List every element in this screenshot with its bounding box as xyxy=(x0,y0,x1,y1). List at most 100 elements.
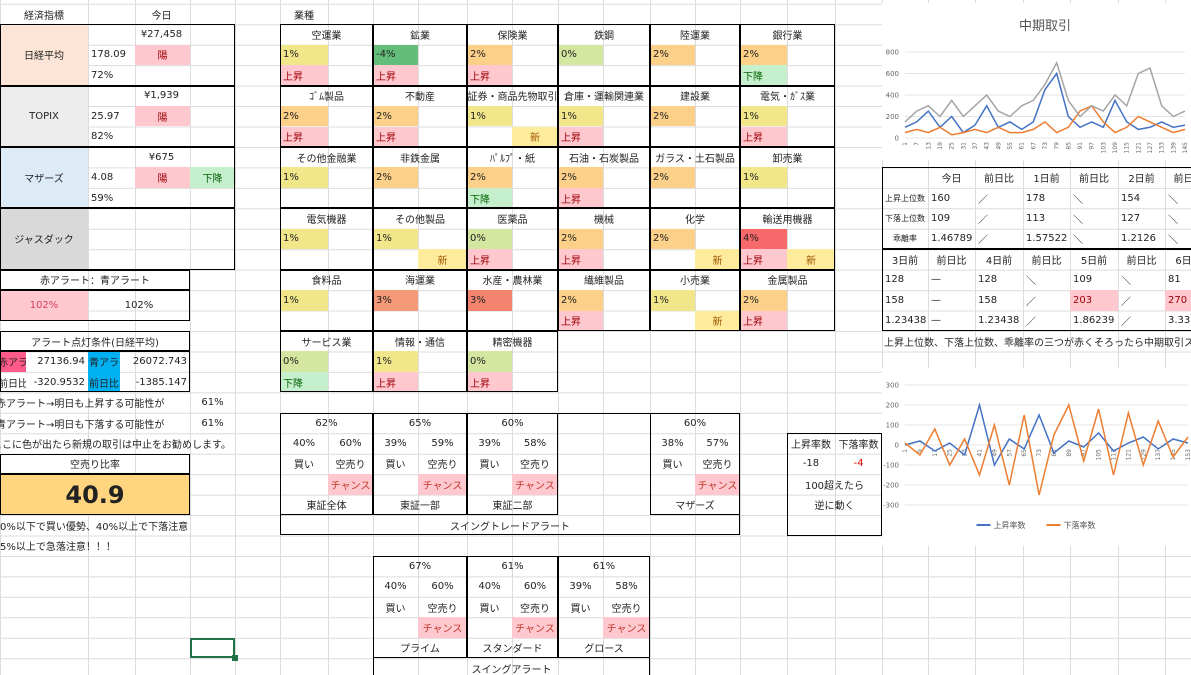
sector-status: 上昇 xyxy=(558,187,603,209)
sector-value: 1% xyxy=(650,290,695,311)
sector-new: 新 xyxy=(787,249,835,270)
sector-status: 上昇 xyxy=(740,249,787,270)
table-header: 今日 xyxy=(941,174,962,186)
alert-ratio-title: 赤アラート：青アラート xyxy=(40,276,150,288)
index-change: 25.97 xyxy=(91,110,120,122)
alert-title: スイングアラート xyxy=(471,664,552,675)
row-label: 下落上位数 xyxy=(885,214,925,224)
table-header: 前日比 xyxy=(1031,255,1062,267)
group-sell: 60% xyxy=(523,581,547,593)
sector-new: 新 xyxy=(512,126,558,147)
sector-value: 2% xyxy=(650,167,695,188)
sector-name: 機械 xyxy=(594,215,614,227)
red-change: -320.9532 xyxy=(33,376,85,388)
sector-value: 2% xyxy=(467,167,512,188)
group-sell-label: 空売り xyxy=(702,460,733,472)
sector-status: 上昇 xyxy=(558,126,603,147)
table-cell: 128 xyxy=(885,274,905,286)
sector-status: 上昇 xyxy=(558,249,603,270)
table-cell: ＼ xyxy=(1073,194,1083,206)
sector-status: 上昇 xyxy=(740,310,787,331)
red-change-label: 前日比 xyxy=(0,378,26,390)
table-cell: ／ xyxy=(1121,317,1131,329)
table-cell: ＼ xyxy=(1073,215,1083,227)
sector-name: 倉庫・運輸関連業 xyxy=(564,92,644,104)
sector-value: 2% xyxy=(740,290,787,311)
rates-down: -4 xyxy=(853,458,864,470)
sector-value: 1% xyxy=(373,351,418,372)
table-header: 2日前 xyxy=(1128,174,1155,186)
sector-status: 上昇 xyxy=(373,126,418,147)
group-total: 61% xyxy=(592,560,616,572)
sector-value: 0% xyxy=(558,44,603,66)
group-buy: 39% xyxy=(478,437,501,449)
header: 経済指標 xyxy=(24,10,64,22)
alert-ratio-blue: 102% xyxy=(124,299,154,311)
short-value: 40.9 xyxy=(0,474,190,516)
group-total: 65% xyxy=(408,417,432,429)
group-name: 東証二部 xyxy=(492,501,533,513)
index-candle: 陽 xyxy=(135,167,190,188)
short-note: 5%以上で急落注意！！！ xyxy=(0,542,116,554)
table-cell: ＼ xyxy=(1073,235,1083,247)
index-candle: 陽 xyxy=(135,44,190,66)
sector-status: 下降 xyxy=(740,65,787,86)
sector-value: 2% xyxy=(650,106,695,127)
sector-value: 2% xyxy=(373,167,418,188)
table-cell: ／ xyxy=(1026,296,1036,308)
table-cell: 128 xyxy=(978,274,998,286)
group-name: プライム xyxy=(400,644,440,656)
probability-text: 赤アラート→明日も上昇する可能性が xyxy=(0,399,165,411)
group-buy-label: 買い xyxy=(385,460,406,472)
sector-name: その他金融業 xyxy=(296,153,357,165)
table-cell: 158 xyxy=(978,294,998,306)
alert-title: スイングトレードアラート xyxy=(450,521,570,533)
sector-name: 卸売業 xyxy=(772,153,803,165)
warning: ここに色が出たら新規の取引は中止をお勧めします。 xyxy=(0,439,231,451)
group-name: マザーズ xyxy=(675,501,715,513)
sector-name: 海運業 xyxy=(405,276,435,288)
sector-status: 下降 xyxy=(467,187,512,209)
group-sell: 60% xyxy=(431,581,454,593)
fill-handle xyxy=(232,655,238,662)
group-sell-label: 空売り xyxy=(335,460,366,472)
sector-name: 非鉄金属 xyxy=(400,153,440,165)
probability-value: 61% xyxy=(201,417,224,429)
sector-value: 1% xyxy=(280,167,328,188)
sector-value: 3% xyxy=(373,290,418,311)
blue-change-label: 前日比 xyxy=(88,371,120,393)
mid-term-note: 上昇上位数、下落上位数、乖離率の三つが赤くそろったら中期取引スタ xyxy=(884,337,1191,349)
red-value: 27136.94 xyxy=(37,356,85,368)
sector-value: 2% xyxy=(467,44,512,66)
group-total: 61% xyxy=(501,560,524,572)
table-cell: 3.3333 xyxy=(1168,315,1191,327)
sector-value: 2% xyxy=(280,106,328,127)
sector-name: 銀行業 xyxy=(772,30,803,42)
sector-status: 上昇 xyxy=(280,65,328,86)
table-cell: 1.46789 xyxy=(931,233,973,245)
table-cell: 178 xyxy=(1026,192,1046,204)
group-signal: チャンス xyxy=(418,617,467,638)
sector-name: 食料品 xyxy=(311,276,342,288)
sector-value: 1% xyxy=(280,44,328,66)
group-buy-label: 買い xyxy=(662,460,683,472)
group-total: 62% xyxy=(315,417,338,429)
group-signal: チャンス xyxy=(512,474,558,495)
sector-name: 証券・商品先物取引 xyxy=(467,92,558,104)
sector-value: 0% xyxy=(467,228,512,250)
selected-cell xyxy=(190,637,235,659)
sector-value: 1% xyxy=(373,228,418,250)
table-header: 1日前 xyxy=(1033,174,1060,186)
group-buy: 40% xyxy=(478,581,501,593)
sector-value: 3% xyxy=(467,290,512,311)
sector-name: 電気・ｶﾞｽ業 xyxy=(760,92,815,104)
table-header: 前日比 xyxy=(936,255,967,267)
table-cell: 113 xyxy=(1026,213,1046,225)
group-name: 東証全体 xyxy=(306,501,347,513)
sector-value: 0% xyxy=(280,351,328,372)
table-cell: 127 xyxy=(1121,213,1141,225)
index-candle: 陽 xyxy=(135,106,190,127)
blue-value: 26072.743 xyxy=(132,356,187,368)
table-header: 前日比 xyxy=(984,174,1014,186)
